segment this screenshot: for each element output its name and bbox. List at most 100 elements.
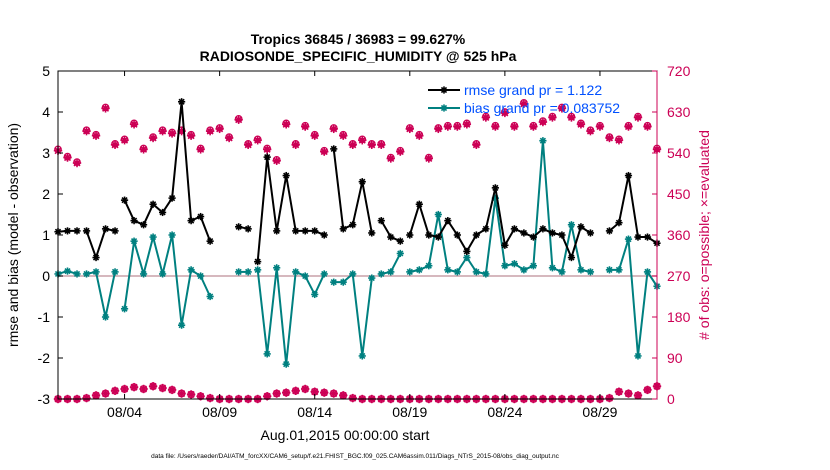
footnote: data file: /Users/raeder/DAI/ATM_forcXX/… (151, 453, 560, 460)
obs_low_evaluated-point (82, 393, 91, 403)
legend-label: bias grand pr = 0.083752 (464, 100, 620, 116)
bias-point (567, 221, 576, 229)
rmse-point (548, 229, 557, 237)
obs_evaluated-point (82, 126, 91, 136)
bias-point (482, 270, 490, 278)
y2-tick-label: 270 (667, 268, 691, 284)
obs_evaluated-point (110, 140, 120, 149)
bias-point (358, 352, 366, 360)
obs_low_evaluated-point (348, 393, 357, 403)
bias-point (101, 313, 110, 321)
obs_evaluated-point (396, 147, 405, 156)
obs_low_evaluated-point (186, 390, 196, 399)
bias-point (158, 270, 167, 278)
y-axis-label: rmse and bias (model - observation) (5, 123, 21, 347)
rmse-point (349, 221, 357, 229)
obs_low_evaluated-point (158, 383, 167, 393)
y-tick-label: 5 (42, 63, 50, 79)
rmse-point (577, 223, 585, 231)
x-tick-label: 08/09 (202, 404, 237, 420)
y2-axis-label: # of obs: o=possible; ×=evaluated (696, 130, 712, 340)
rmse-point (168, 194, 176, 202)
rmse-point (368, 229, 376, 237)
bias-point (330, 278, 338, 286)
y2-tick-label: 180 (667, 309, 691, 325)
obs_low_evaluated-point (624, 389, 633, 398)
obs_evaluated-point (158, 126, 167, 136)
obs_evaluated-point (272, 156, 281, 165)
obs_evaluated-point (538, 117, 548, 127)
obs_evaluated-point (281, 120, 291, 129)
bias-point (292, 268, 300, 276)
x-axis-label: Aug.01,2015 00:00:00 start (261, 427, 430, 443)
bias-point (615, 266, 623, 274)
x-tick-label: 08/24 (487, 404, 522, 420)
legend: rmse grand pr = 1.122 bias grand pr = 0.0… (428, 82, 620, 116)
bias-point (139, 270, 148, 278)
obs_evaluated-point (377, 140, 386, 149)
rmse-point (111, 227, 119, 235)
rmse-point (244, 225, 252, 233)
rmse-point (529, 233, 537, 241)
bias-point (254, 266, 262, 274)
obs_evaluated-point (291, 140, 300, 149)
rmse-point (263, 153, 271, 161)
obs_evaluated-point (348, 140, 357, 149)
bias-point (92, 268, 100, 276)
obs_evaluated-point (529, 122, 538, 131)
bias-point (586, 268, 595, 276)
obs_evaluated-point (329, 124, 338, 134)
rmse-point (73, 227, 81, 235)
chart-title: Tropics 36845 / 36983 = 99.627% (251, 31, 466, 47)
obs_evaluated-point (120, 136, 129, 145)
rmse-point (463, 247, 471, 255)
y2-tick-label: 630 (667, 104, 691, 120)
rmse-point (130, 217, 138, 225)
bias-point (235, 268, 243, 276)
bias-point (624, 235, 633, 243)
obs_evaluated-point (234, 115, 243, 124)
y2-tick-label: 0 (667, 391, 675, 407)
obs_low_evaluated-point (329, 389, 338, 398)
legend-label: rmse grand pr = 1.122 (464, 82, 602, 98)
rmse-point (292, 227, 300, 235)
bias-line (123, 234, 212, 326)
obs_evaluated-point (215, 124, 224, 134)
obs_evaluated-point (614, 136, 624, 145)
rmse-point (139, 221, 148, 229)
rmse-point (282, 171, 290, 180)
bias-point (130, 237, 138, 245)
rmse-point (567, 253, 576, 262)
obs_evaluated-point (595, 122, 605, 131)
rmse-point (206, 237, 214, 245)
obs_evaluated-point (367, 140, 376, 149)
obs_evaluated-point (633, 113, 643, 122)
x-tick-label: 08/19 (392, 404, 427, 420)
y-tick-label: -3 (38, 391, 51, 407)
bias-point (244, 268, 252, 276)
y-tick-label: -1 (38, 309, 51, 325)
bias-point (453, 268, 461, 276)
obs_evaluated-point (339, 131, 348, 140)
rmse-point (187, 217, 195, 225)
rmse-point (387, 233, 395, 241)
bias-point (82, 270, 91, 278)
bias-line (86, 270, 116, 318)
bias-point (111, 268, 119, 276)
bias-point (273, 264, 281, 272)
y-tick-label: 4 (42, 104, 50, 120)
obs_evaluated-point (310, 131, 319, 140)
rmse-point (434, 233, 442, 241)
rmse-point (311, 227, 319, 235)
rmse-point (643, 233, 652, 241)
rmse-point (235, 223, 243, 231)
bias-point (377, 270, 385, 278)
bias-point (510, 260, 518, 268)
obs_low_evaluated-point (205, 393, 215, 403)
bias-point (149, 233, 157, 241)
y-tick-label: 2 (42, 186, 50, 202)
obs_evaluated-point (415, 131, 424, 140)
obs_evaluated-point (301, 122, 310, 131)
rmse-point (520, 229, 528, 237)
